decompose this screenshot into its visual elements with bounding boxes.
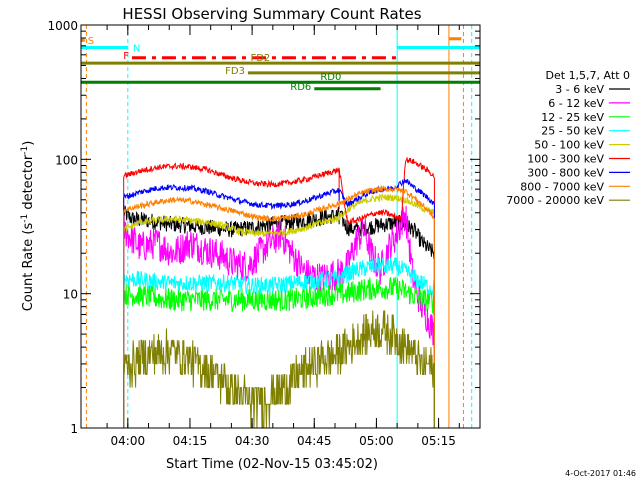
y-tick-label: 100 xyxy=(55,153,78,167)
flag-label-0: S xyxy=(88,36,94,47)
axes: 1 10 100 1000 04:00 04:15 04:30 04:45 05:00 05:15 xyxy=(47,19,481,448)
data-layer: S NF FD2 FD3 RD0 RD6 xyxy=(81,25,480,429)
x-tick-label: 05:00 xyxy=(359,434,394,448)
y-tick-label: 10 xyxy=(63,288,78,302)
x-axis-label: Start Time (02-Nov-15 03:45:02) xyxy=(166,457,378,472)
series-line-5 xyxy=(123,157,435,428)
flag-label-5: FD2 xyxy=(250,53,270,64)
legend-title: Det 1,5,7, Att 0 xyxy=(546,69,630,82)
flag-label-1: N xyxy=(133,43,140,54)
series-line-8 xyxy=(123,310,435,429)
legend-label-6: 300 - 800 keV xyxy=(527,166,604,179)
series-line-3 xyxy=(123,256,435,428)
series-line-2 xyxy=(123,276,435,428)
x-tick-label: 04:30 xyxy=(235,434,270,448)
y-tick-label: 1 xyxy=(70,422,78,436)
plot-frame xyxy=(80,24,481,429)
legend-label-1: 6 - 12 keV xyxy=(548,97,604,110)
y-axis-label: Count Rate (s-1 detector-1) xyxy=(20,141,36,312)
legend-label-8: 7000 - 20000 keV xyxy=(506,194,604,207)
x-tick-label: 04:45 xyxy=(297,434,332,448)
x-tick-label: 05:15 xyxy=(421,434,456,448)
legend-label-4: 50 - 100 keV xyxy=(534,139,604,152)
chart-title: HESSI Observing Summary Count Rates xyxy=(122,5,421,23)
flag-label-6: FD3 xyxy=(225,66,245,77)
flag-label-4: F xyxy=(123,51,129,62)
flag-label-8: RD6 xyxy=(290,82,311,93)
x-tick-label: 04:15 xyxy=(173,434,208,448)
legend-label-7: 800 - 7000 keV xyxy=(520,180,604,193)
legend-label-5: 100 - 300 keV xyxy=(527,153,604,166)
x-tick-label: 04:00 xyxy=(111,434,146,448)
flag-label-7: RD0 xyxy=(320,72,341,83)
timestamp: 4-Oct-2017 01:46 xyxy=(565,469,636,478)
legend-label-2: 12 - 25 keV xyxy=(541,111,604,124)
y-tick-label: 1000 xyxy=(47,19,78,33)
series-line-4 xyxy=(123,192,435,428)
series-line-6 xyxy=(123,178,435,428)
legend-label-3: 25 - 50 keV xyxy=(541,125,604,138)
legend-label-0: 3 - 6 keV xyxy=(555,83,604,96)
series-line-7 xyxy=(123,184,435,428)
